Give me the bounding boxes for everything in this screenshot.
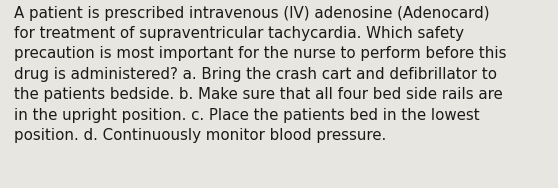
Text: A patient is prescribed intravenous (IV) adenosine (Adenocard)
for treatment of : A patient is prescribed intravenous (IV)… bbox=[14, 6, 507, 143]
